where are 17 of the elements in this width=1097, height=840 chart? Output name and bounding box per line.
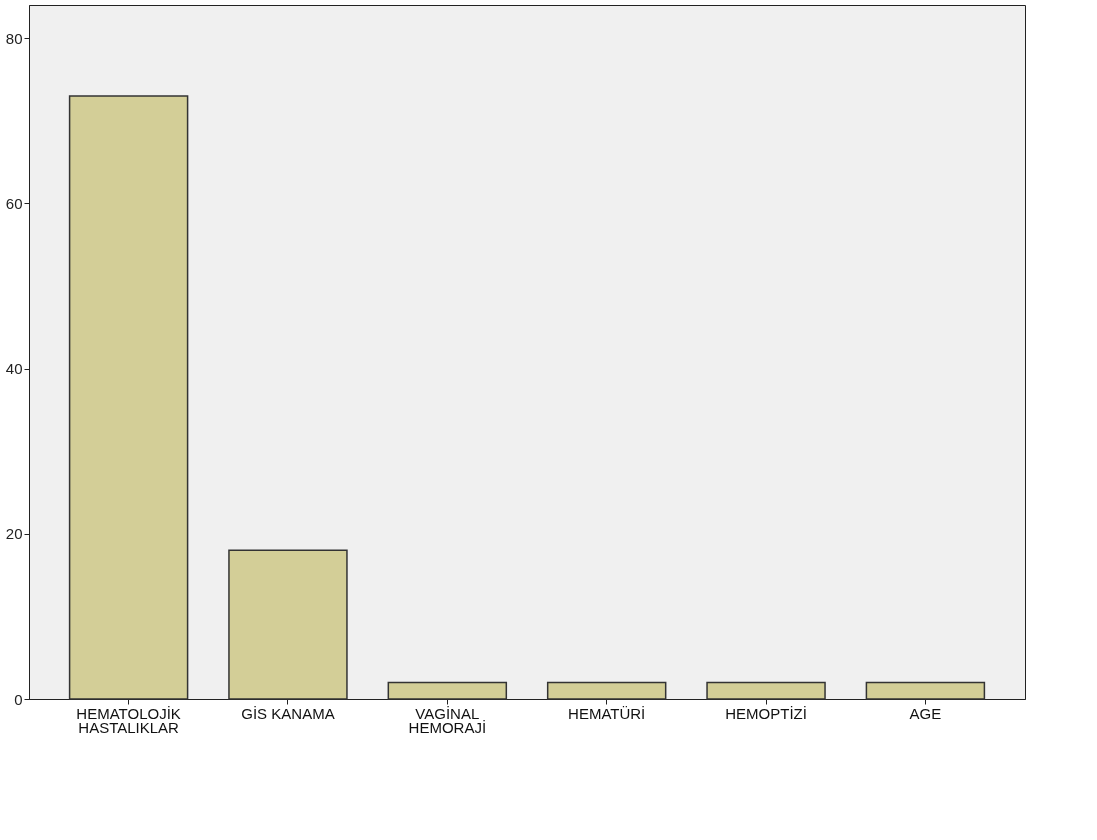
- y-tick-label: 60: [5, 194, 23, 212]
- bar: [68, 95, 189, 700]
- x-tick-label: HEMATOLOJİK HASTALIKLAR: [76, 704, 181, 736]
- x-tick-label: HEMOPTİZİ: [725, 704, 807, 722]
- bar: [387, 681, 508, 700]
- y-tick-label: 40: [5, 360, 23, 378]
- y-tick-label: 20: [5, 525, 23, 543]
- x-tick-label: GİS KANAMA: [241, 704, 335, 722]
- y-tick-label: 80: [5, 29, 23, 47]
- x-tick-label: VAGİNAL HEMORAJİ: [408, 704, 487, 736]
- bar: [228, 549, 348, 700]
- bar: [706, 681, 826, 700]
- y-tick-label: 0: [14, 690, 23, 708]
- bar: [546, 681, 667, 700]
- x-tick-label: HEMATÜRİ: [568, 704, 646, 722]
- x-tick-label: AGE: [909, 704, 942, 722]
- bar: [865, 681, 986, 700]
